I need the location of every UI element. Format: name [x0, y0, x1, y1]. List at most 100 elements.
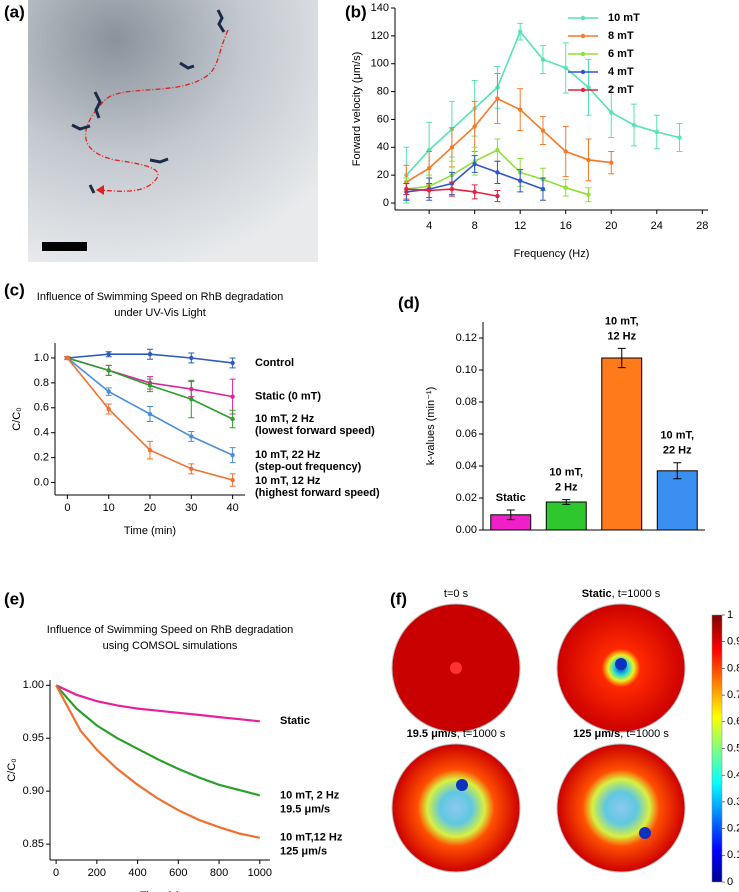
colorbar-label: 1: [727, 609, 733, 621]
point: [609, 110, 614, 115]
point: [230, 477, 235, 483]
legend-marker: [580, 69, 586, 75]
micrograph: [28, 0, 318, 262]
point: [449, 186, 455, 192]
point: [230, 360, 235, 366]
colorbar-label: 0.4: [727, 769, 739, 781]
y-tick-label: 0.00: [456, 524, 477, 536]
y-tick-label: 0.8: [34, 377, 49, 389]
point: [189, 466, 194, 472]
colorbar-label: 0.9: [727, 636, 739, 648]
y-tick-label: 0.90: [23, 785, 44, 797]
y-tick-label: 0.12: [456, 332, 477, 344]
bar-label: 12 Hz: [607, 330, 636, 342]
colorbar-label: 0.7: [727, 689, 739, 701]
colorbar-label: 0.1: [727, 849, 739, 861]
series-note: 125 μm/s: [280, 846, 327, 858]
line-chart: 0.0 0.2 0.4 0.6 0.8 1.0 C/C₀ Time (min) Influenc…: [11, 291, 380, 537]
bar: [601, 357, 643, 531]
y-tick-label: 0.95: [23, 732, 44, 744]
point: [189, 396, 194, 402]
y-tick-label: 80: [377, 85, 389, 97]
x-tick-label: 1000: [248, 867, 272, 879]
series-label: Static (0 mT): [255, 390, 321, 402]
point: [586, 85, 591, 90]
y-axis-label: C/C₀: [11, 407, 23, 431]
point: [449, 145, 455, 150]
sim-title-text: , t=1000 s: [620, 728, 669, 740]
error-bar: [617, 347, 626, 369]
point: [189, 434, 194, 439]
point: [472, 189, 477, 195]
x-tick-label: 12: [514, 220, 526, 232]
y-axis-label: C/C₀: [6, 758, 18, 782]
series-label: 10 mT, 2 Hz: [255, 413, 315, 425]
x-tick-label: 30: [185, 502, 197, 514]
legend-marker: [580, 15, 586, 21]
legend-marker: [580, 51, 586, 57]
point: [147, 352, 153, 357]
x-tick-label: 20: [144, 502, 156, 514]
point: [518, 29, 523, 34]
point: [65, 355, 70, 361]
sim-disk: [391, 743, 521, 873]
panel-label: (d): [398, 293, 420, 312]
sim-title: 125 μm/s, t=1000 s: [573, 728, 669, 740]
panel-label: (f): [390, 589, 407, 608]
y-tick-label: 1.00: [23, 679, 44, 691]
x-tick-label: 800: [210, 867, 228, 879]
series-note: 19.5 μm/s: [280, 803, 330, 815]
bar: [656, 470, 698, 531]
colorbar-label: 0.5: [727, 742, 739, 754]
series-label: 10 mT, 2 Hz: [280, 789, 340, 801]
point: [586, 192, 591, 197]
point: [106, 406, 111, 412]
point: [147, 447, 153, 453]
series-label: 10 mT,12 Hz: [280, 832, 343, 844]
colorbar-label: 0.3: [727, 796, 739, 808]
sim-title: t=0 s: [444, 588, 469, 600]
point: [230, 452, 235, 458]
bar-label: 2 Hz: [555, 482, 578, 494]
x-tick-label: 10: [103, 502, 115, 514]
point: [106, 352, 111, 357]
x-axis-label: Time (s): [140, 890, 180, 892]
legend-marker: [580, 33, 586, 39]
point: [563, 65, 568, 71]
point: [540, 57, 546, 62]
x-tick-label: 200: [88, 867, 106, 879]
point: [230, 416, 235, 422]
point: [540, 186, 546, 192]
error-bar: [506, 509, 515, 521]
panel-label: (e): [4, 589, 25, 608]
legend-label: 6 mT: [608, 48, 634, 60]
point: [563, 185, 568, 190]
point: [677, 135, 682, 140]
y-tick-label: 0.4: [34, 427, 49, 439]
y-tick-label: 0.6: [34, 402, 49, 414]
y-tick-label: 0: [383, 197, 389, 209]
series-label: 10 mT, 22 Hz: [255, 449, 321, 461]
x-tick-label: 4: [426, 220, 432, 232]
colorbar-label: 0.6: [727, 716, 739, 728]
series-line: [55, 684, 260, 723]
series-line: [55, 684, 261, 797]
sim-title: 19.5 μm/s, t=1000 s: [407, 728, 506, 740]
sim-title: Static, t=1000 s: [582, 588, 661, 600]
chart-title: Influence of Swimming Speed on RhB degra…: [37, 291, 283, 303]
legend-label: 4 mT: [608, 66, 634, 78]
x-tick-label: 400: [128, 867, 146, 879]
point: [147, 411, 153, 417]
bar-label: Static: [496, 492, 526, 504]
y-tick-label: 140: [371, 2, 389, 14]
point: [518, 107, 523, 112]
y-tick-label: 0.10: [456, 364, 477, 376]
error-bar: [562, 499, 571, 505]
point: [495, 147, 500, 153]
point: [472, 161, 477, 167]
sim-disk: [556, 743, 686, 873]
y-tick-label: 0.2: [34, 452, 49, 464]
series-note: (highest forward speed): [255, 487, 380, 499]
colorbar-label: 0.8: [727, 662, 739, 674]
